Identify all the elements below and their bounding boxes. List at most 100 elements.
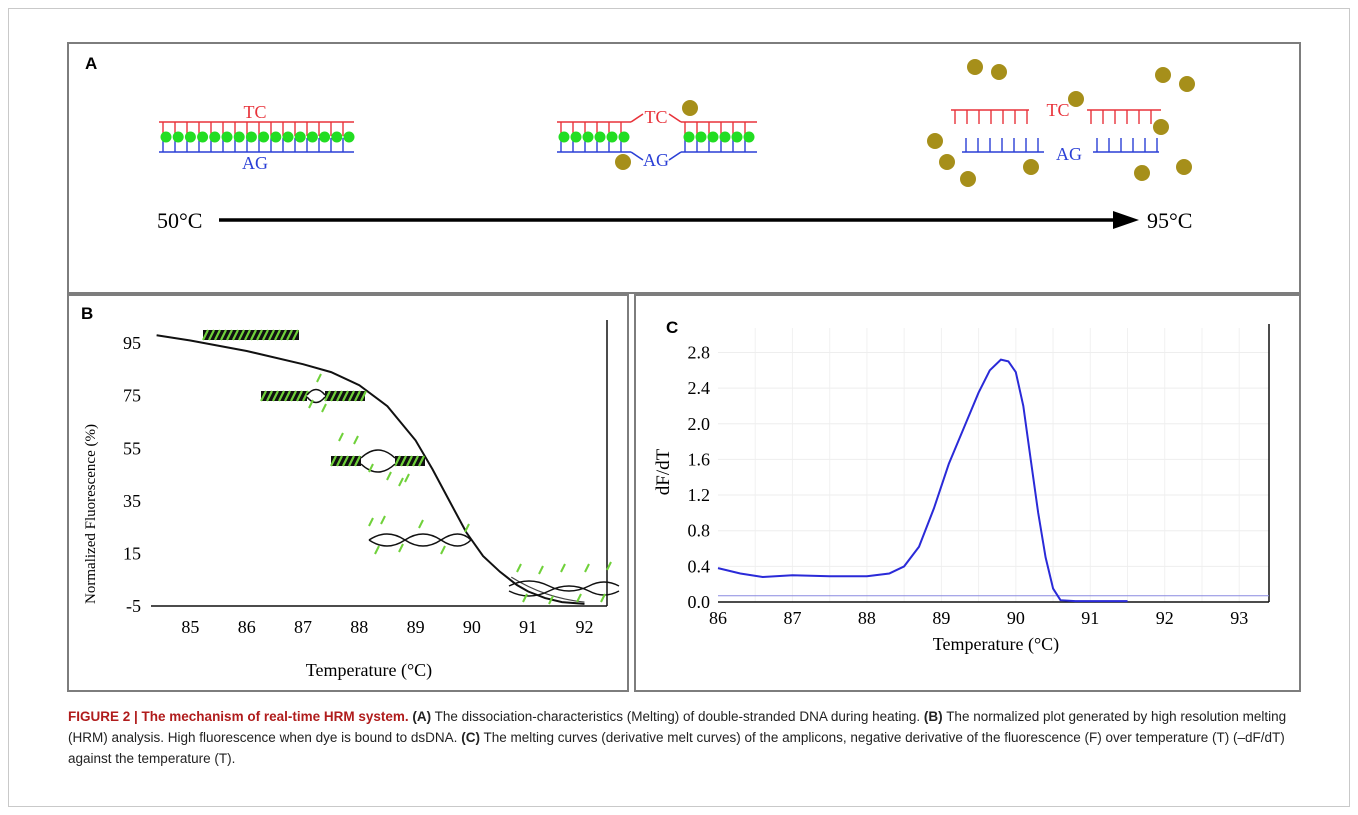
panel-c: C Temperature (°C) dF/dT 86 87 88 89 90 91 92 9… <box>634 294 1301 692</box>
y-tick-label: 2.8 <box>688 342 711 362</box>
duplex-glyph-dye <box>324 390 331 402</box>
panel-c-label: C <box>666 318 679 337</box>
bottom-bases-label: AG <box>242 153 268 173</box>
bound-dye <box>683 131 695 143</box>
free-dye-glyph <box>440 545 446 555</box>
panel-a: A TC AG TC AG TC AG 50°C 95°C <box>67 42 1301 294</box>
temp-end-label: 95°C <box>1147 208 1192 233</box>
duplex-glyph-dye <box>266 390 273 402</box>
y-tick-label: 2.4 <box>688 378 711 398</box>
bound-dye <box>319 131 331 143</box>
duplex-glyph-dye <box>348 390 355 402</box>
duplex-glyph-dye <box>256 329 263 341</box>
y-tick-label: 75 <box>123 386 141 406</box>
free-dye-glyph <box>516 563 522 573</box>
free-dye-glyph <box>353 435 359 445</box>
free-dye-glyph <box>316 373 322 383</box>
bound-dye <box>160 131 172 143</box>
free-dye-glyph <box>321 403 327 413</box>
duplex-glyph-dye <box>274 329 281 341</box>
free-dye-glyph <box>404 473 410 483</box>
duplex-glyph-dye <box>406 455 413 467</box>
duplex-glyph-dye <box>250 329 257 341</box>
x-tick-label: 89 <box>407 617 425 637</box>
bound-dye <box>731 131 743 143</box>
y-axis-label: Normalized Fluorescence (%) <box>83 424 99 604</box>
y-tick-label: 15 <box>123 543 141 563</box>
duplex-glyph-dye <box>284 390 291 402</box>
bound-dye <box>343 131 355 143</box>
bound-dye <box>197 131 209 143</box>
bound-dye <box>172 131 184 143</box>
y-tick-label: 0.0 <box>688 592 711 612</box>
bound-dye <box>594 131 606 143</box>
bound-dye <box>258 131 270 143</box>
duplex-glyph-dye <box>302 390 309 402</box>
figure-caption: FIGURE 2 | The mechanism of real-time HR… <box>68 706 1304 769</box>
melting-schematic: TC AG TC AG TC AG 50°C 95°C <box>157 59 1195 233</box>
free-dye-glyph <box>308 399 314 409</box>
bound-dye <box>331 131 343 143</box>
free-dye-glyph <box>560 563 566 573</box>
x-tick-label: 86 <box>709 608 727 628</box>
duplex-glyph-dye <box>238 329 245 341</box>
free-dye <box>960 171 976 187</box>
duplex-glyph-dye <box>214 329 221 341</box>
derivative-melt-chart: Temperature (°C) dF/dT 86 87 88 89 90 91 92 93 0… <box>653 324 1270 655</box>
free-dye <box>1179 76 1195 92</box>
x-tick-label: 92 <box>1156 608 1174 628</box>
bound-dye <box>282 131 294 143</box>
temp-start-label: 50°C <box>157 208 202 233</box>
free-dye <box>1068 91 1084 107</box>
x-tick-label: 85 <box>181 617 199 637</box>
duplex-glyph-dye <box>354 455 361 467</box>
bottom-bases-label: AG <box>1056 144 1082 164</box>
free-dye-glyph <box>522 593 528 603</box>
caption-c-text: The melting curves (derivative melt curv… <box>68 730 1285 766</box>
duplex-glyph-dye <box>232 329 239 341</box>
y-tick-label: 0.8 <box>688 521 711 541</box>
bound-dye <box>184 131 196 143</box>
x-tick-label: 88 <box>858 608 876 628</box>
bubble-top <box>630 113 682 123</box>
x-tick-label: 87 <box>783 608 801 628</box>
free-dye-glyph <box>368 463 374 473</box>
duplex-glyph-dye <box>272 390 279 402</box>
caption-a-tag: (A) <box>412 709 432 724</box>
bottom-bases-label: AG <box>643 150 669 170</box>
caption-figure-number: FIGURE 2 | The mechanism of real-time HR… <box>68 709 409 724</box>
bound-dye <box>743 131 755 143</box>
fluorescence-curve <box>156 334 585 605</box>
bubble-glyph <box>306 388 326 404</box>
x-tick-label: 92 <box>575 617 593 637</box>
free-dye-glyph <box>464 523 470 533</box>
bound-dye <box>270 131 282 143</box>
figure-frame <box>8 8 1350 807</box>
free-dye-glyph <box>548 595 554 605</box>
normalized-melt-chart: Temperature (°C) Normalized Fluorescence… <box>83 320 620 681</box>
free-dye <box>682 100 698 116</box>
free-dye-glyph <box>418 519 424 529</box>
free-dye <box>1155 67 1171 83</box>
panel-b-label: B <box>81 304 94 323</box>
free-dye <box>991 64 1007 80</box>
duplex-glyph-dye <box>296 390 303 402</box>
duplex-glyph-dye <box>286 329 293 341</box>
caption-a-text: The dissociation-characteristics (Meltin… <box>434 709 921 724</box>
duplex-glyph <box>203 330 299 340</box>
bound-dye <box>582 131 594 143</box>
duplex-glyph-dye <box>330 390 337 402</box>
panel-a-label: A <box>85 54 98 73</box>
x-axis-label: Temperature (°C) <box>933 634 1059 655</box>
free-dye <box>1023 159 1039 175</box>
y-tick-label: 55 <box>123 438 141 458</box>
y-tick-label: 1.6 <box>688 449 711 469</box>
bound-dye <box>306 131 318 143</box>
y-tick-label: 1.2 <box>688 485 711 505</box>
x-tick-label: 91 <box>1081 608 1099 628</box>
free-dye <box>1153 119 1169 135</box>
free-dye <box>1134 165 1150 181</box>
duplex-glyph-dye <box>348 455 355 467</box>
free-dye <box>1176 159 1192 175</box>
duplex-glyph-dye <box>412 455 419 467</box>
